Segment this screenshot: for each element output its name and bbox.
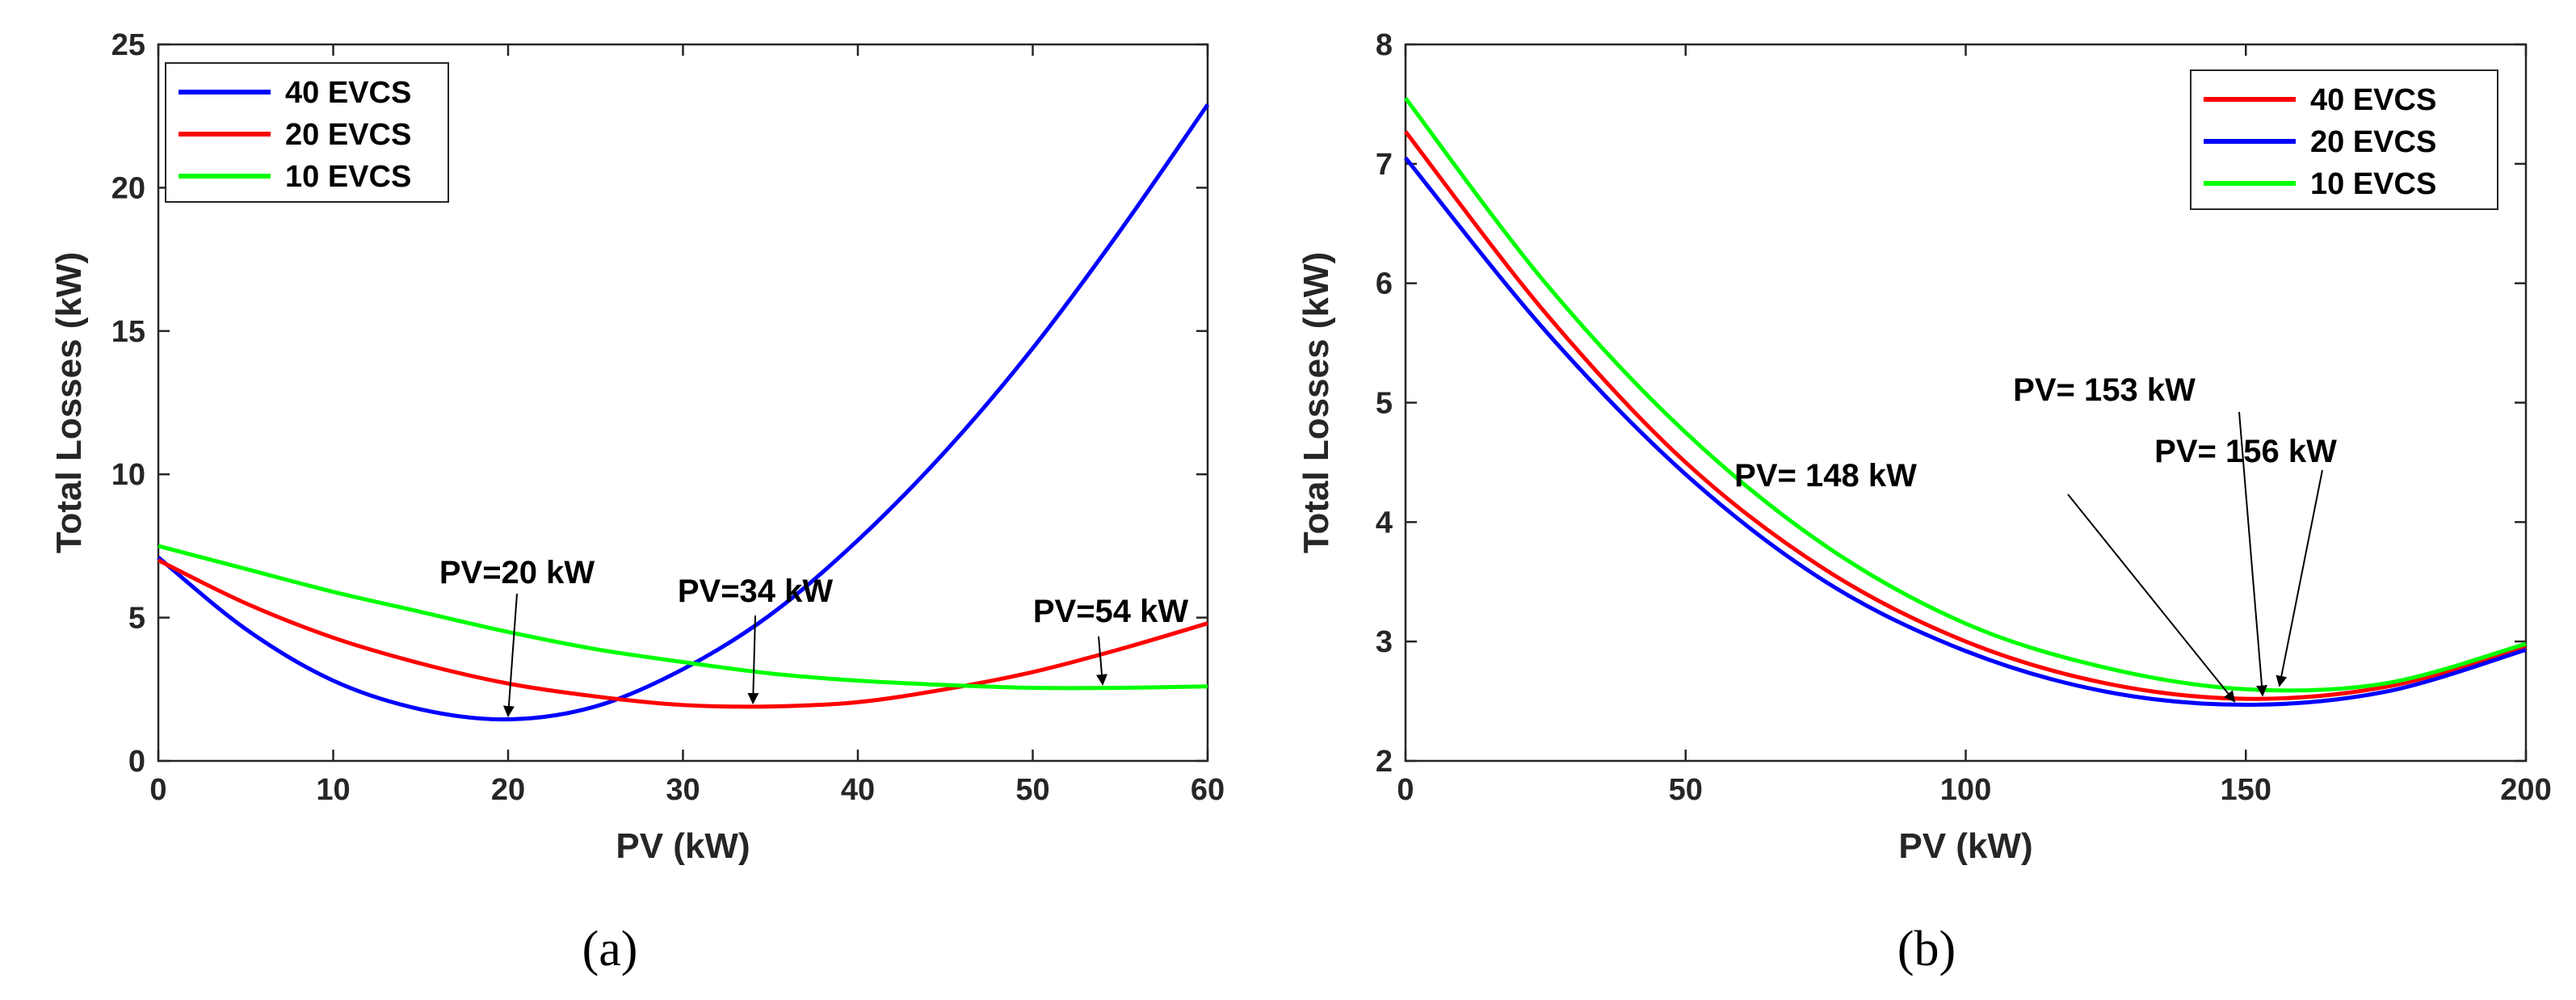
chart-b: 0 50 100 150 200 2 3 4 5 6 7 8 PV (kW) Total Losses (… — [1296, 28, 2552, 866]
y-tick-label: 5 — [128, 602, 145, 636]
x-tick-label: 150 — [2221, 773, 2271, 807]
legend-entry: 20 EVCS — [285, 118, 411, 152]
y-axis-label: Total Losses (kW) — [49, 252, 89, 553]
y-axis-label: Total Losses (kW) — [1296, 252, 1336, 553]
y-tick-label: 7 — [1376, 148, 1393, 182]
y-tick-label: 20 — [111, 171, 145, 205]
annotation-arrow — [747, 615, 759, 704]
series-line-40-evcs — [157, 103, 1210, 722]
series-line-10-evcs — [1404, 97, 2527, 693]
x-tick-label: 40 — [841, 773, 875, 807]
x-tick-label: 10 — [316, 773, 350, 807]
annotation-arrow — [2276, 469, 2323, 687]
y-tick-label: 5 — [1376, 387, 1393, 421]
annotation-arrow — [2238, 411, 2267, 697]
y-tick-label: 4 — [1376, 506, 1393, 540]
legend-entry: 10 EVCS — [285, 160, 411, 194]
y-tick-label: 3 — [1376, 625, 1393, 659]
series-line-20-evcs — [1404, 156, 2527, 708]
annotation-arrow — [1096, 636, 1107, 686]
panel-a-label: (a) — [582, 922, 638, 977]
legend-entry: 40 EVCS — [285, 76, 411, 110]
annotation-label: PV=20 kW — [439, 555, 595, 590]
annotation-arrow — [2067, 494, 2236, 703]
x-tick-label: 20 — [491, 773, 525, 807]
x-tick-label: 50 — [1669, 773, 1703, 807]
x-tick-label: 60 — [1191, 773, 1225, 807]
annotation-label: PV=54 kW — [1033, 594, 1189, 629]
annotation-label: PV= 156 kW — [2154, 434, 2337, 469]
x-axis-label: PV (kW) — [1898, 826, 2032, 866]
x-axis-label: PV (kW) — [616, 826, 750, 866]
y-tick-label: 0 — [128, 745, 145, 779]
annotation-arrow — [502, 593, 518, 717]
y-tick-label: 10 — [111, 458, 145, 492]
panel-b-label: (b) — [1897, 922, 1956, 977]
annotation-label: PV= 148 kW — [1734, 458, 1917, 494]
x-tick-label: 200 — [2500, 773, 2551, 807]
x-tick-label: 30 — [666, 773, 700, 807]
annotation-label: PV= 153 kW — [2013, 372, 2196, 408]
y-tick-label: 15 — [111, 315, 145, 349]
legend-entry: 40 EVCS — [2310, 83, 2436, 117]
x-tick-label: 0 — [149, 773, 166, 807]
legend-box — [2190, 69, 2498, 210]
legend-entry: 10 EVCS — [2310, 167, 2436, 201]
series-line-10-evcs — [158, 544, 1208, 691]
legend-entry: 20 EVCS — [2310, 125, 2436, 159]
y-tick-label: 25 — [111, 28, 145, 62]
annotation-label: PV=34 kW — [678, 574, 834, 609]
series-line-40-evcs — [1404, 130, 2527, 701]
x-tick-label: 100 — [1940, 773, 1991, 807]
y-tick-label: 6 — [1376, 267, 1393, 301]
chart-a: 0 10 20 30 40 50 60 0 5 10 15 20 25 PV (kW) Total Loss… — [49, 28, 1225, 866]
legend-a: 40 EVCS 20 EVCS 10 EVCS — [165, 62, 449, 203]
x-tick-label: 0 — [1397, 773, 1414, 807]
legend-b: 40 EVCS 20 EVCS 10 EVCS — [2190, 69, 2498, 210]
x-tick-label: 50 — [1015, 773, 1049, 807]
y-tick-label: 8 — [1376, 28, 1393, 62]
series-line-20-evcs — [157, 558, 1208, 709]
y-tick-label: 2 — [1376, 745, 1393, 779]
